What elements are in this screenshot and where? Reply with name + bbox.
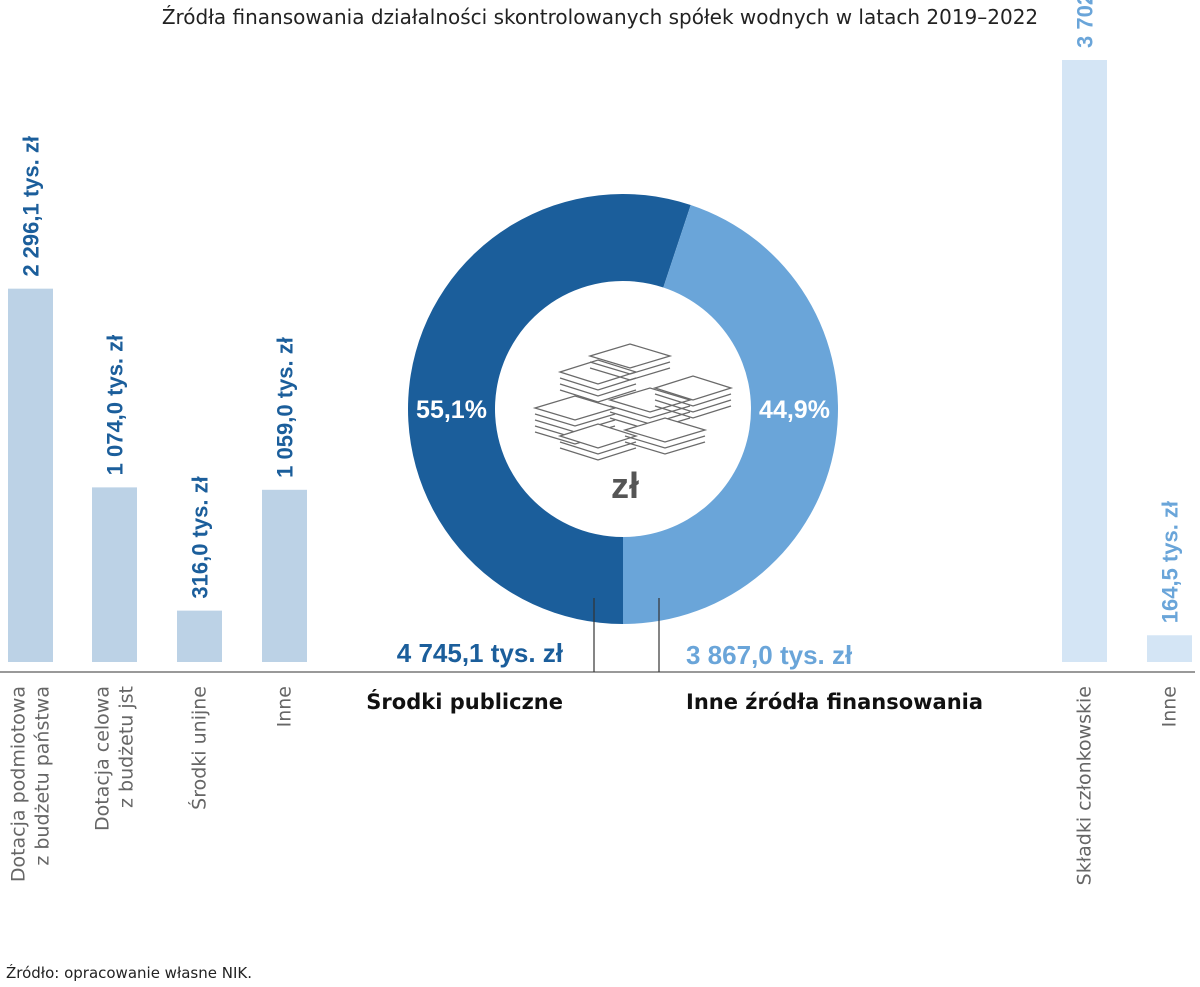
- public-bar-4: [262, 489, 307, 662]
- svg-text:Dotacja podmiotowa: Dotacja podmiotowa: [8, 686, 30, 882]
- svg-text:Inne: Inne: [274, 686, 296, 727]
- svg-text:Inne: Inne: [1159, 686, 1181, 727]
- public-bar-3: [177, 610, 222, 662]
- public-bar-value-1: 2 296,1 tys. zł: [19, 136, 44, 277]
- svg-text:Środki unijne: Środki unijne: [187, 686, 211, 810]
- public-bar-1: [8, 288, 53, 662]
- public-share-label: 55,1%: [416, 396, 487, 424]
- other-bar-value-2: 164,5 tys. zł: [1158, 501, 1183, 623]
- source-note: Źródło: opracowanie własne NIK.: [6, 963, 252, 982]
- public-total-label: 4 745,1 tys. zł: [397, 638, 564, 668]
- public-category-label-1: Dotacja podmiotowa z budżetu państwa: [8, 686, 54, 882]
- other-group-name: Inne źródła finansowania: [686, 690, 983, 714]
- svg-text:z budżetu państwa: z budżetu państwa: [32, 686, 54, 866]
- share-donut: 55,1% 44,9%: [407, 193, 839, 624]
- svg-text:Dotacja celowa: Dotacja celowa: [92, 686, 114, 831]
- chart-title: Źródła finansowania działalności skontro…: [162, 5, 1038, 29]
- other-share-label: 44,9%: [759, 396, 830, 424]
- public-bar-value-4: 1 059,0 tys. zł: [273, 337, 298, 478]
- other-bar-2: [1147, 635, 1192, 662]
- public-bar-2: [92, 487, 137, 662]
- svg-text:z budżetu jst: z budżetu jst: [116, 686, 138, 808]
- other-total-label: 3 867,0 tys. zł: [686, 640, 853, 670]
- public-category-label-3: Środki unijne: [187, 686, 211, 810]
- svg-text:Składki członkowskie: Składki członkowskie: [1074, 686, 1096, 885]
- other-bar-1: [1062, 60, 1107, 662]
- public-share-slice: [407, 193, 691, 624]
- other-share-slice: [623, 204, 839, 624]
- banknote-stacks-icon: [532, 343, 734, 461]
- other-category-label-2: Inne: [1159, 686, 1181, 727]
- other-sources-bars: 3 702,5 tys. zł Składki członkowskie 164,5…: [1062, 0, 1192, 885]
- currency-center-label: zł: [611, 465, 639, 506]
- public-bar-value-3: 316,0 tys. zł: [188, 476, 213, 598]
- public-group-name: Środki publiczne: [366, 689, 563, 714]
- public-category-label-4: Inne: [274, 686, 296, 727]
- other-category-label-1: Składki członkowskie: [1074, 686, 1096, 885]
- public-category-label-2: Dotacja celowa z budżetu jst: [92, 686, 138, 831]
- other-bar-value-1: 3 702,5 tys. zł: [1073, 0, 1098, 48]
- public-bar-value-2: 1 074,0 tys. zł: [103, 335, 128, 476]
